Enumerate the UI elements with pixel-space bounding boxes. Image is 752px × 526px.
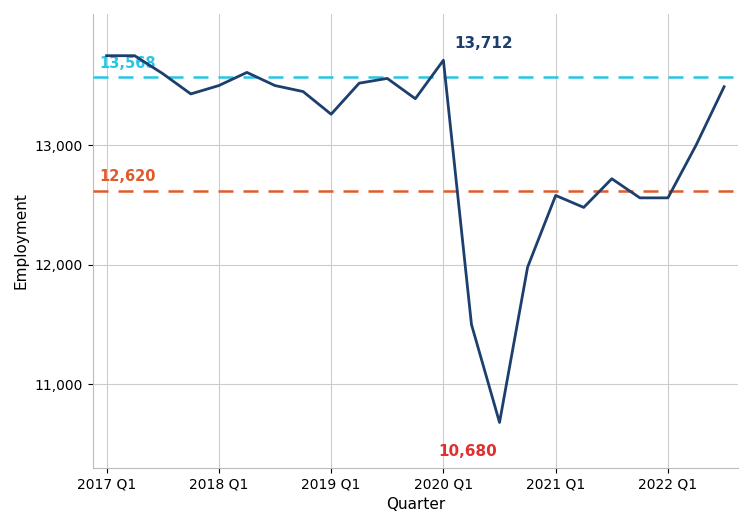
X-axis label: Quarter: Quarter: [386, 497, 445, 512]
Text: 12,620: 12,620: [99, 169, 156, 184]
Text: 10,680: 10,680: [438, 444, 497, 459]
Text: 13,712: 13,712: [455, 36, 514, 50]
Y-axis label: Employment: Employment: [14, 193, 29, 289]
Text: 13,568: 13,568: [99, 56, 156, 71]
